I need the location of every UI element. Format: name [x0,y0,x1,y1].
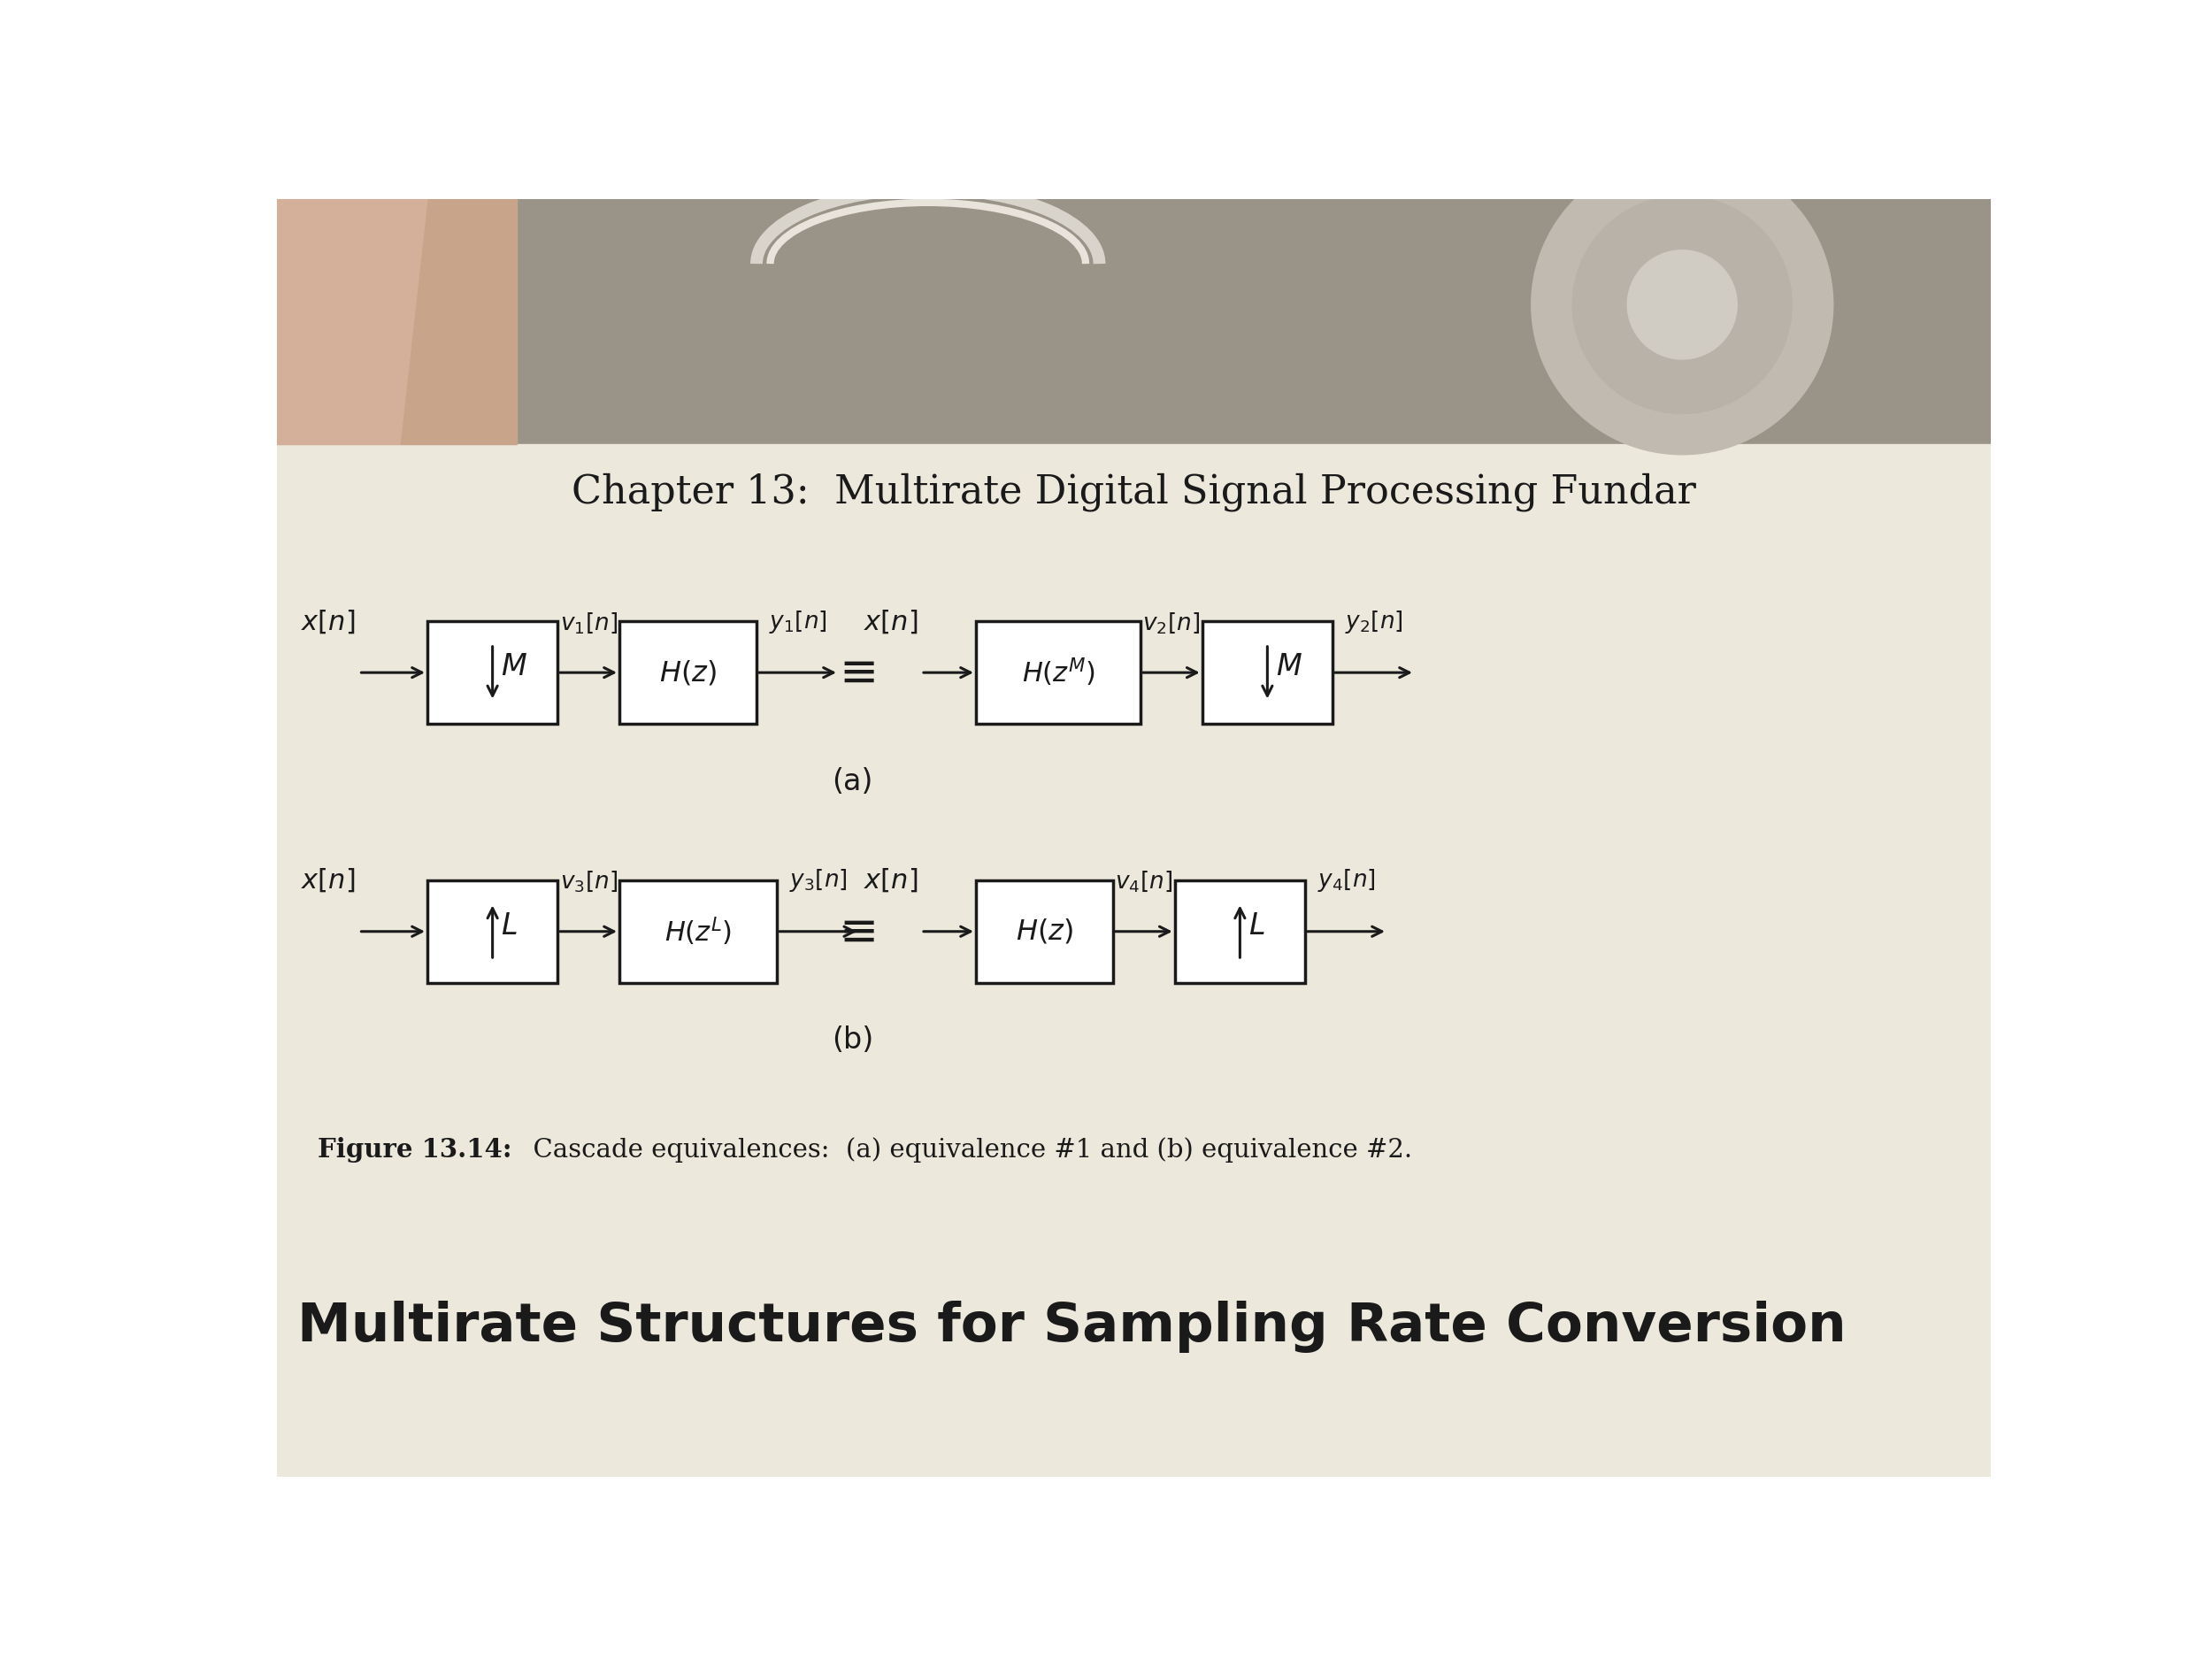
Text: Multirate Structures for Sampling Rate Conversion: Multirate Structures for Sampling Rate C… [296,1301,1847,1352]
Text: (a): (a) [832,766,874,796]
Bar [1175,881,1305,982]
Text: $y_4[n]$: $y_4[n]$ [1316,868,1376,894]
Bar [619,622,757,723]
Bar [975,622,1141,723]
Text: $L$: $L$ [500,911,518,941]
Text: $y_1[n]$: $y_1[n]$ [768,609,827,635]
Text: $M$: $M$ [500,652,526,682]
Text: $H(z)$: $H(z)$ [659,659,717,687]
Circle shape [1573,196,1792,413]
Polygon shape [276,199,427,445]
Text: $x[n]$: $x[n]$ [301,607,356,635]
Text: $y_3[n]$: $y_3[n]$ [790,868,847,894]
Text: $x[n]$: $x[n]$ [301,868,356,894]
Text: $v_2[n]$: $v_2[n]$ [1144,611,1201,635]
Text: $v_4[n]$: $v_4[n]$ [1115,869,1172,894]
Text: $y_2[n]$: $y_2[n]$ [1345,609,1402,635]
Text: $x[n]$: $x[n]$ [863,868,918,894]
Text: $v_3[n]$: $v_3[n]$ [560,869,617,894]
Text: Chapter 13:  Multirate Digital Signal Processing Fundar: Chapter 13: Multirate Digital Signal Pro… [571,473,1697,511]
Text: (b): (b) [832,1025,874,1055]
Text: Figure 13.14:: Figure 13.14: [319,1136,511,1163]
Bar [276,199,1991,445]
Bar [619,881,776,982]
Text: $\equiv$: $\equiv$ [830,909,876,954]
Circle shape [1628,251,1736,360]
Text: Cascade equivalences:  (a) equivalence #1 and (b) equivalence #2.: Cascade equivalences: (a) equivalence #1… [518,1136,1411,1163]
Text: $\equiv$: $\equiv$ [830,650,876,695]
Text: $L$: $L$ [1248,911,1265,941]
Polygon shape [276,199,518,445]
Text: $x[n]$: $x[n]$ [863,607,918,635]
Bar [276,445,1991,1477]
Text: $M$: $M$ [1276,652,1303,682]
Text: $H(z^M)$: $H(z^M)$ [1022,657,1095,688]
Text: $v_1[n]$: $v_1[n]$ [560,611,617,635]
Bar [427,622,557,723]
Bar [1203,622,1332,723]
Bar [975,881,1113,982]
Circle shape [1531,154,1834,455]
Text: $H(z)$: $H(z)$ [1015,917,1073,946]
Text: $H(z^L)$: $H(z^L)$ [664,916,732,947]
Bar [427,881,557,982]
